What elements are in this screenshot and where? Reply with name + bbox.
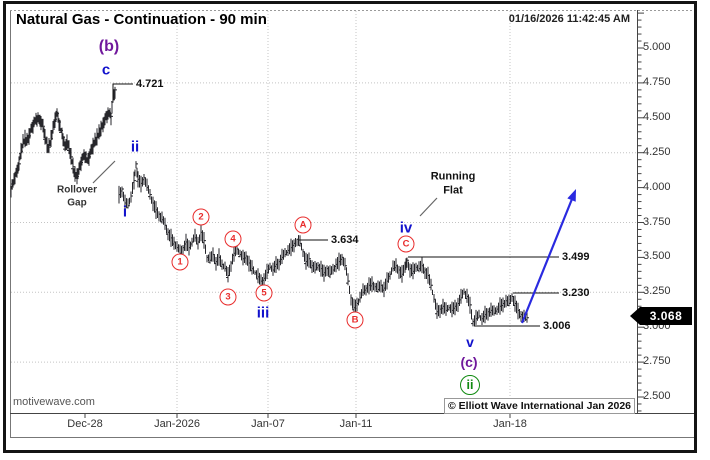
- copyright-box: © Elliott Wave International Jan 2026: [444, 398, 635, 414]
- watermark: motivewave.com: [13, 396, 95, 408]
- price-bars: [10, 86, 528, 327]
- last-price-tag[interactable]: 3.068: [630, 307, 692, 325]
- last-price-value: 3.068: [640, 307, 692, 325]
- price-callout-line: [112, 83, 133, 101]
- price-tag-arrow-icon: [630, 307, 640, 325]
- projection-arrow-head-icon: [567, 189, 576, 202]
- price-open-close-ticks: [11, 89, 529, 325]
- rollover-gap-pointer-line: [92, 160, 116, 184]
- projection-arrow: [520, 198, 574, 324]
- running-flat-pointer-line: [419, 197, 438, 217]
